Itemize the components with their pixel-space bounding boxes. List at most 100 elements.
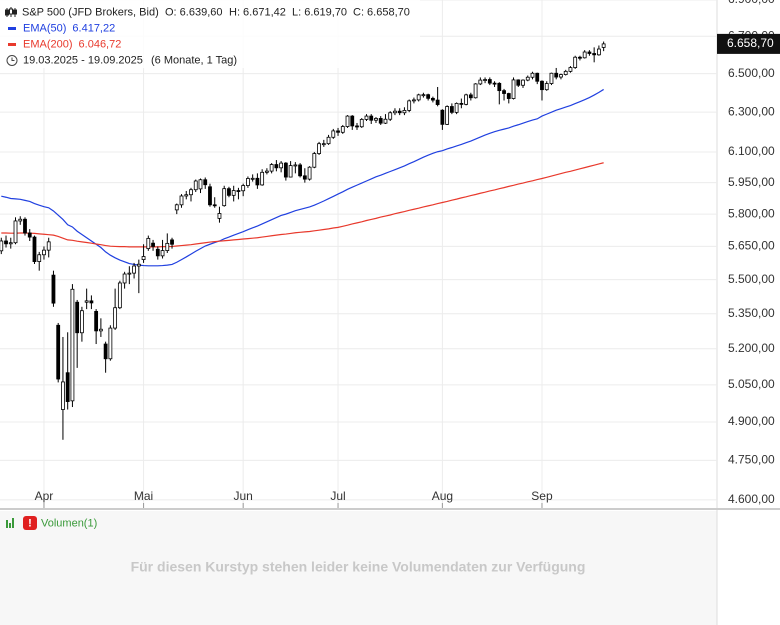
candle-body xyxy=(231,190,236,196)
warning-icon[interactable] xyxy=(23,516,37,530)
y-tick-label: 5.350,00 xyxy=(728,306,775,320)
legend: EMA(50) 6.417,22 EMA(200) 6.046,72 xyxy=(8,22,121,50)
x-tick-label: Jun xyxy=(233,489,252,503)
candle-body xyxy=(279,162,284,169)
candle-body xyxy=(250,177,255,180)
candle-body xyxy=(127,272,132,275)
candle-body xyxy=(445,106,450,125)
candle-body xyxy=(212,204,217,207)
candle-body xyxy=(13,220,18,244)
candle-body xyxy=(525,76,530,81)
candle-body xyxy=(80,310,84,334)
candle-body xyxy=(388,112,393,120)
candle-body xyxy=(592,53,597,56)
candle-body xyxy=(506,93,511,99)
candle-body xyxy=(293,164,298,167)
candle-body xyxy=(264,170,269,173)
y-tick-label: 5.950,00 xyxy=(728,175,775,189)
y-tick-label: 5.650,00 xyxy=(728,239,775,253)
x-tick-label: Mai xyxy=(134,489,153,503)
candle-body xyxy=(530,72,535,78)
candle-body xyxy=(75,301,80,334)
candle-body xyxy=(426,94,431,99)
candle-body xyxy=(440,109,445,125)
candle-body xyxy=(587,51,592,54)
candle-body xyxy=(37,254,42,262)
candle-body xyxy=(155,248,160,257)
candle-body xyxy=(255,177,260,186)
candle-body xyxy=(18,218,23,222)
candle-body xyxy=(492,82,497,85)
candle-body xyxy=(246,178,250,186)
x-tick-label: Sep xyxy=(531,489,553,503)
candle-body xyxy=(359,119,364,128)
y-tick-label: 5.500,00 xyxy=(728,272,775,286)
candle-body xyxy=(435,99,440,105)
candle-body xyxy=(412,99,416,102)
ohlc-low: L: 6.619,70 xyxy=(292,6,347,18)
candle-body xyxy=(184,194,189,197)
grid xyxy=(0,0,717,508)
candle-body xyxy=(103,343,108,360)
clock-hands xyxy=(11,57,15,61)
candle-body xyxy=(563,70,568,75)
candle-body xyxy=(535,72,540,82)
candle-body xyxy=(355,125,359,128)
candle-body xyxy=(32,236,37,262)
candle-body xyxy=(582,51,587,59)
candle-body xyxy=(260,171,265,186)
candle-body xyxy=(189,189,193,196)
candle-body xyxy=(269,164,274,172)
candle-body xyxy=(549,72,554,84)
y-tick-label: 5.200,00 xyxy=(728,341,775,355)
candle-body xyxy=(578,56,582,59)
x-tick-label: Jul xyxy=(330,489,345,503)
candle-body xyxy=(208,186,212,206)
candle-body xyxy=(497,82,502,92)
candle-body xyxy=(56,324,61,380)
candle-body xyxy=(174,204,179,211)
candle-body xyxy=(312,153,317,168)
legend-swatch xyxy=(8,27,16,30)
candle-body xyxy=(160,250,165,257)
candle-body xyxy=(407,100,412,111)
legend-swatch xyxy=(8,43,16,46)
candle-body xyxy=(449,106,454,113)
ohlc-open: O: 6.639,60 xyxy=(165,6,223,18)
y-tick-label: 6.900,00 xyxy=(728,0,775,6)
candle-body xyxy=(84,300,89,303)
candle-body xyxy=(336,130,340,133)
candle-body xyxy=(516,79,521,86)
candle-body xyxy=(601,43,606,48)
candle-body xyxy=(23,218,27,234)
volume-panel-bg xyxy=(0,511,717,625)
candle-body xyxy=(573,56,578,68)
candle-body xyxy=(421,94,426,97)
candle-body xyxy=(378,118,383,124)
candle-body xyxy=(302,175,307,180)
candle-body xyxy=(98,328,103,332)
candle-body xyxy=(117,282,122,309)
candle-body xyxy=(544,83,549,91)
candle-body xyxy=(521,79,525,86)
candle-body xyxy=(165,242,170,251)
candle-body xyxy=(51,274,56,304)
candle-body xyxy=(559,74,563,78)
last-price-box xyxy=(717,33,780,54)
candle-body xyxy=(540,80,544,91)
ohlc-high: H: 6.671,42 xyxy=(229,6,286,18)
candle-body xyxy=(151,242,155,247)
candle-body xyxy=(374,118,378,121)
candle-body xyxy=(113,307,118,329)
last-price-label: 6.658,70 xyxy=(727,36,774,50)
ema-line xyxy=(1,162,604,248)
clock-icon xyxy=(6,55,18,66)
header-bg xyxy=(0,0,420,68)
period: (6 Monate, 1 Tag) xyxy=(151,54,237,66)
warning-mark: ! xyxy=(28,517,32,529)
candle-body xyxy=(94,310,99,332)
candle-body xyxy=(193,180,198,191)
candle-body xyxy=(298,164,302,177)
candle-body xyxy=(554,72,559,78)
candle-body xyxy=(283,162,288,178)
